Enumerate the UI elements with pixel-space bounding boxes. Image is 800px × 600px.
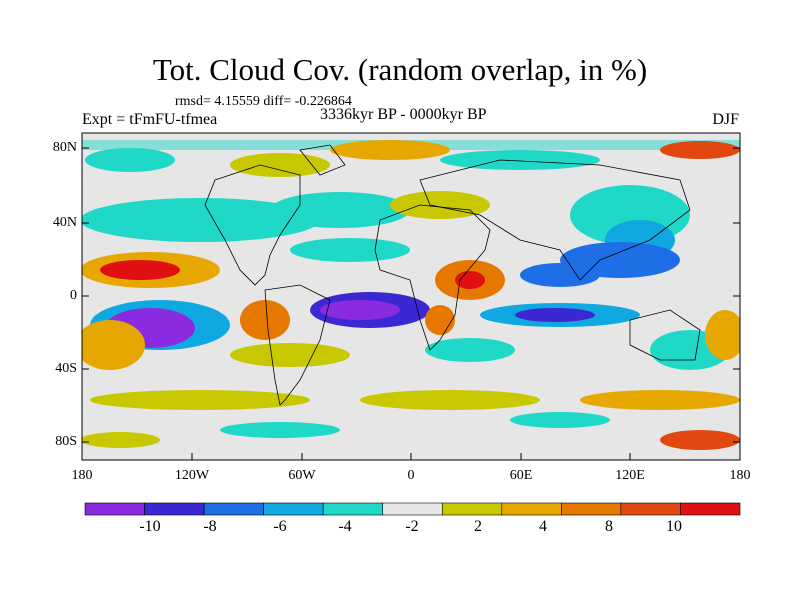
y-tick-label: 40S xyxy=(55,361,77,376)
x-ticks xyxy=(191,453,631,460)
colorbar-swatch xyxy=(441,502,503,516)
x-tick-label: 120W xyxy=(174,468,210,483)
colorbar-swatch xyxy=(322,502,384,516)
colorbar-swatch xyxy=(561,502,622,516)
colorbar-label: 8 xyxy=(605,518,613,535)
y-tick-label: 80N xyxy=(52,140,77,155)
y-tick-label: 80S xyxy=(55,434,77,449)
colorbar-swatch xyxy=(144,502,205,516)
y-tick-label: 0 xyxy=(70,288,77,303)
anomaly-field xyxy=(82,133,740,460)
x-tick-label: 180 xyxy=(729,468,751,483)
season-label: DJF xyxy=(712,111,739,128)
colorbar-label: -4 xyxy=(338,518,352,535)
experiment-label: Expt = tFmFU-tfmea xyxy=(82,111,218,128)
colorbar-swatch xyxy=(84,502,145,516)
coastlines xyxy=(204,144,701,406)
x-tick-label: 180 xyxy=(71,468,93,483)
colorbar-swatch xyxy=(620,502,681,516)
colorbar-swatch xyxy=(680,502,741,516)
x-tick-label: 120E xyxy=(615,468,645,483)
y-ticks xyxy=(82,147,740,443)
colorbar xyxy=(84,502,741,516)
colorbar-label: -10 xyxy=(139,518,161,535)
x-tick-label: 0 xyxy=(407,468,415,483)
colorbar-label: 10 xyxy=(666,518,682,535)
map-title: Tot. Cloud Cov. (random overlap, in %) xyxy=(152,52,648,87)
colorbar-label: -8 xyxy=(203,518,217,535)
x-tick-label: 60W xyxy=(288,468,316,483)
colorbar-label: -6 xyxy=(273,518,287,535)
colorbar-swatch xyxy=(501,502,562,516)
colorbar-label: -2 xyxy=(405,518,419,535)
colorbar-swatch xyxy=(382,502,443,516)
stats-label: rmsd= 4.15559 diff= -0.226864 xyxy=(175,94,352,109)
x-tick-label: 60E xyxy=(509,468,533,483)
colorbar-label: 2 xyxy=(474,518,482,535)
colorbar-swatch xyxy=(263,502,324,516)
colorbar-label: 4 xyxy=(539,518,547,535)
period-label: 3336kyr BP - 0000kyr BP xyxy=(320,106,487,123)
y-tick-label: 40N xyxy=(52,215,77,230)
colorbar-swatch xyxy=(203,502,264,516)
